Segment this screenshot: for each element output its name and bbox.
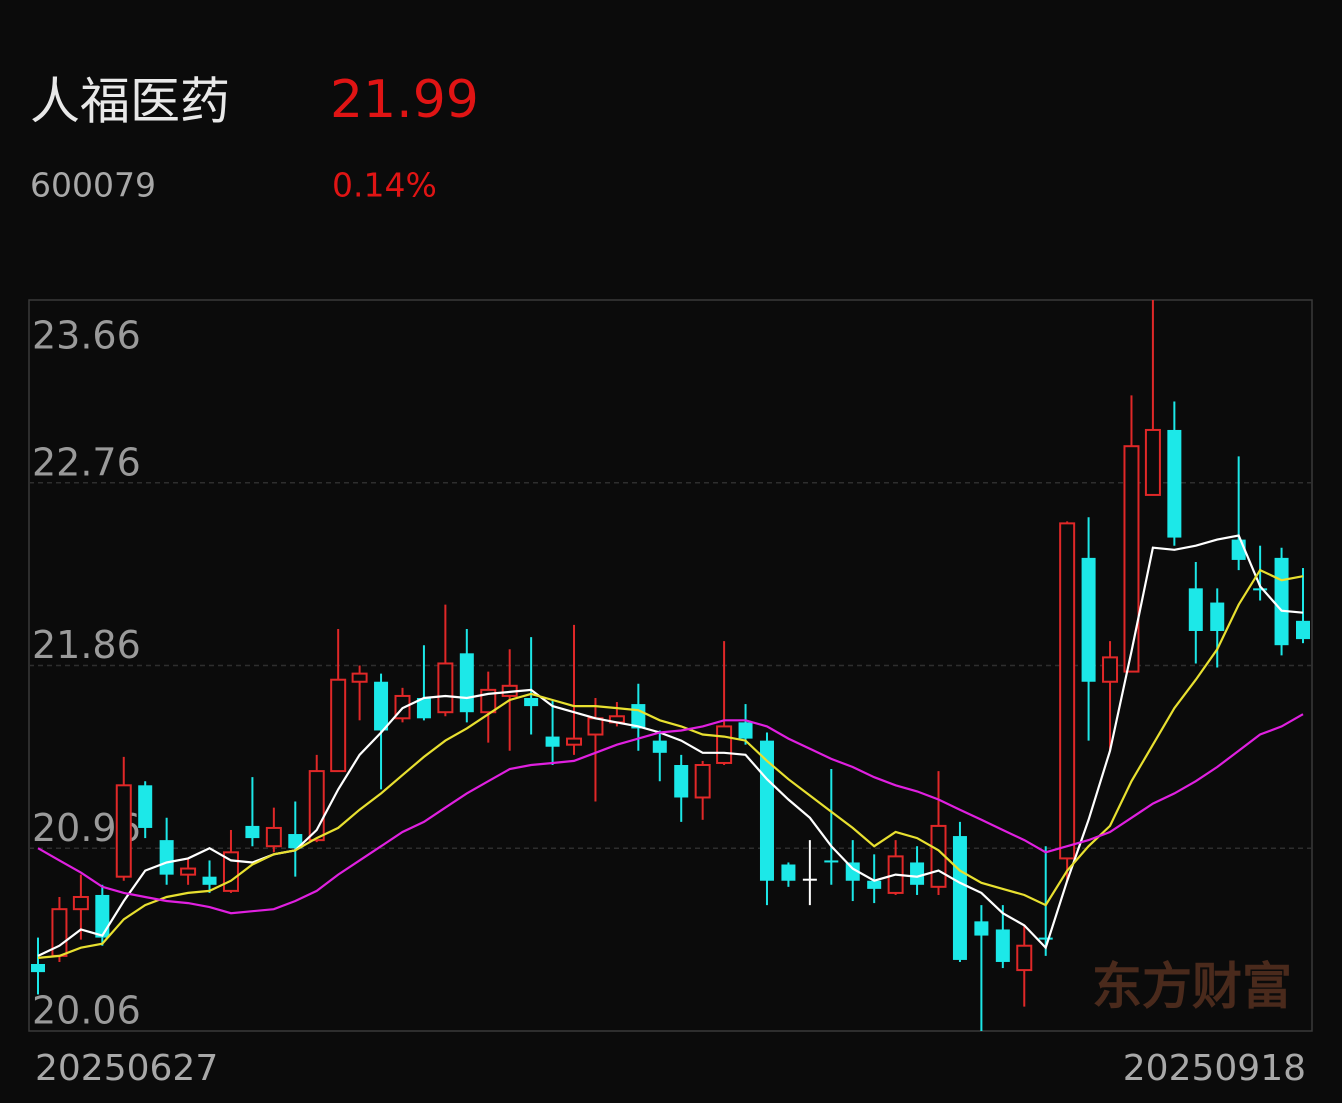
candle-body	[351, 672, 368, 683]
candle-body	[1210, 602, 1225, 631]
candle-body	[1123, 445, 1140, 673]
candle-body	[845, 862, 860, 881]
candle-body	[1144, 428, 1161, 496]
candle-body	[524, 697, 539, 707]
stock-name: 人福医药	[30, 73, 230, 131]
moving-average-line	[37, 568, 1304, 959]
candle-body	[824, 860, 839, 863]
candle-body	[288, 834, 303, 849]
candle-body	[1016, 944, 1033, 972]
stock-price: 21.99	[330, 70, 479, 130]
candle-body	[330, 678, 347, 773]
candle-body	[1038, 937, 1053, 940]
moving-average-line	[37, 534, 1304, 957]
candle-body	[738, 722, 753, 739]
candle-body	[974, 921, 989, 936]
candle-body	[416, 697, 431, 719]
candle-body	[694, 763, 711, 799]
candle-body	[459, 653, 474, 713]
candle-body	[995, 929, 1010, 962]
candle-body	[716, 725, 733, 764]
candle-body	[587, 717, 604, 736]
candle-body	[245, 825, 260, 839]
candle-body	[95, 894, 110, 938]
moving-average-line	[37, 713, 1304, 915]
candle-body	[374, 681, 389, 731]
candle-body	[781, 864, 796, 881]
candle-body	[1274, 557, 1289, 646]
candle-body	[1253, 588, 1268, 591]
candle-body	[1081, 557, 1096, 682]
candle-body	[265, 826, 282, 848]
candle-body	[1167, 429, 1182, 538]
candle-body	[115, 784, 132, 878]
candle-body	[437, 662, 454, 714]
candle-body	[72, 895, 89, 911]
candle-body	[159, 840, 174, 875]
candle-body	[952, 836, 967, 960]
y-tick-label: 21.86	[32, 623, 141, 667]
y-tick-label: 22.76	[32, 440, 141, 484]
candle-body	[31, 963, 45, 973]
x-tick-label: 20250918	[1123, 1048, 1306, 1089]
candle-body	[867, 880, 882, 889]
watermark: 东方财富	[1092, 958, 1292, 1016]
candle-body	[674, 764, 689, 798]
candle-body	[802, 878, 817, 881]
candle-body	[202, 876, 217, 885]
price-change: 0.14%	[332, 166, 437, 205]
x-tick-label: 20250627	[35, 1048, 218, 1089]
candle-body	[1059, 522, 1076, 860]
y-tick-label: 20.06	[32, 989, 141, 1033]
candle-body	[1188, 588, 1203, 631]
y-tick-label: 23.66	[32, 314, 141, 358]
candle-body	[652, 740, 667, 753]
candle-body	[545, 736, 560, 747]
stock-code: 600079	[30, 166, 156, 205]
candle-body	[910, 862, 925, 885]
candle-body	[138, 785, 153, 828]
candle-body	[180, 867, 197, 876]
candle-body	[1102, 656, 1119, 683]
candle-body	[1296, 620, 1310, 640]
candle-body	[566, 737, 583, 746]
